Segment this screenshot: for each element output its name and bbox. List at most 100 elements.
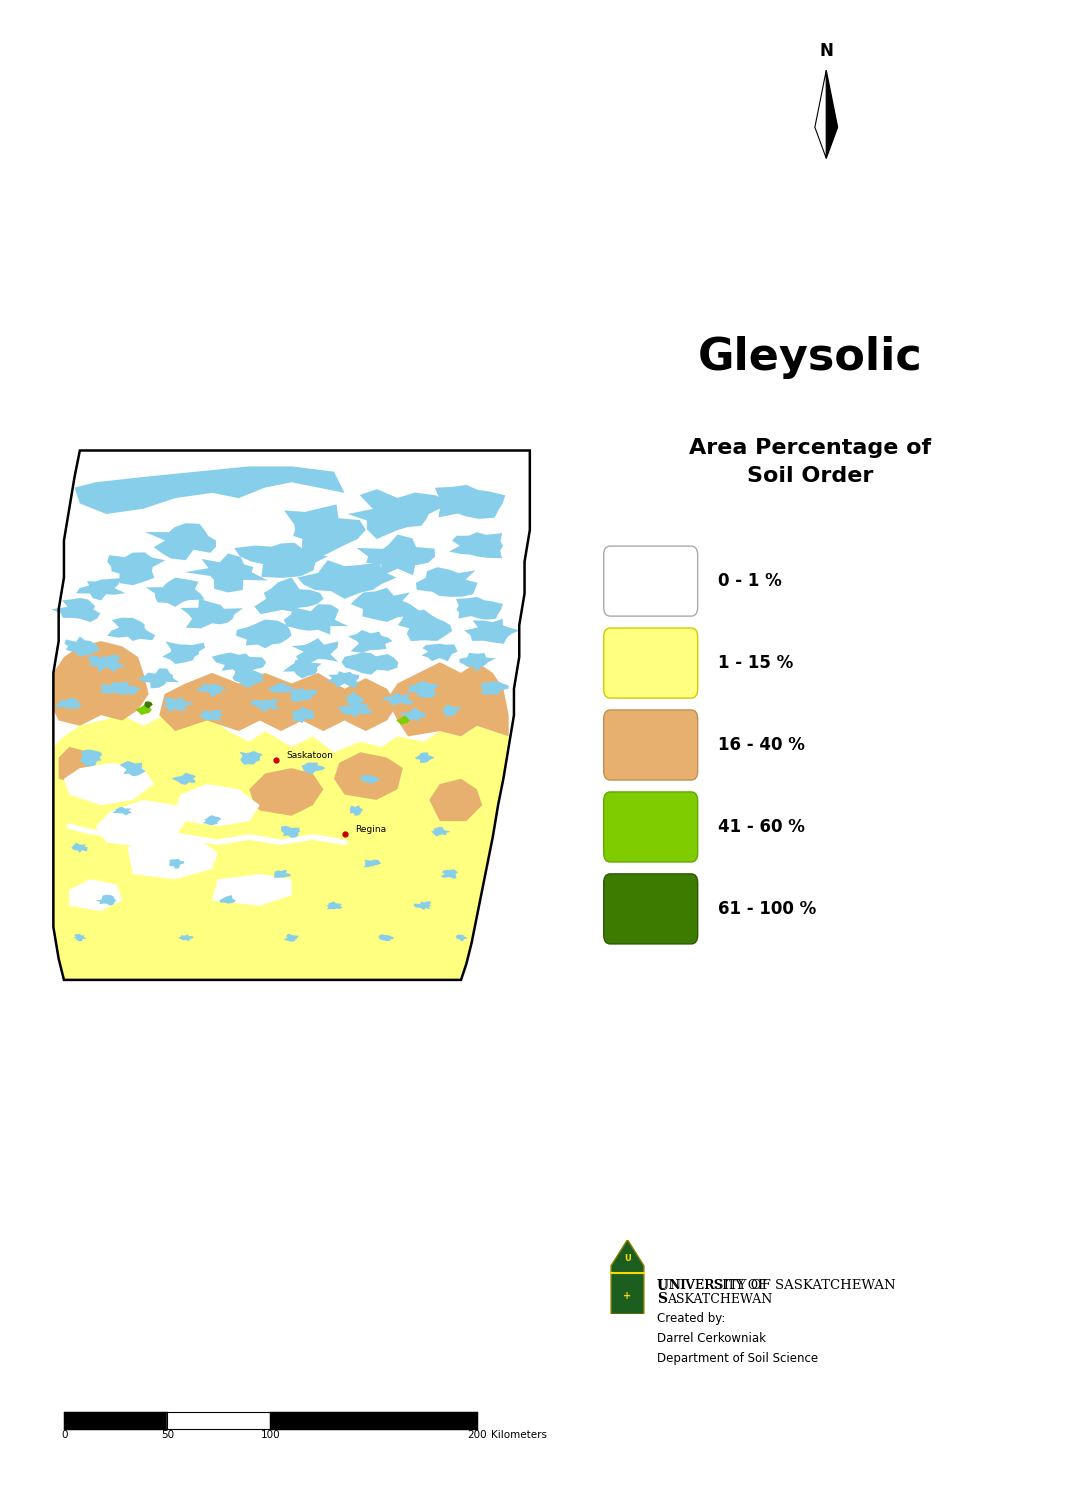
Polygon shape — [170, 858, 185, 869]
Polygon shape — [361, 775, 380, 784]
Polygon shape — [64, 763, 154, 805]
Polygon shape — [826, 70, 838, 158]
Polygon shape — [415, 752, 435, 763]
Polygon shape — [138, 669, 179, 688]
Polygon shape — [172, 773, 195, 785]
Text: 61 - 100 %: 61 - 100 % — [718, 900, 816, 918]
Polygon shape — [297, 560, 396, 599]
Polygon shape — [348, 630, 392, 653]
Text: Area Percentage of
Soil Order: Area Percentage of Soil Order — [689, 438, 931, 486]
Polygon shape — [145, 523, 216, 560]
Polygon shape — [400, 708, 426, 721]
Text: ASKATCHEWAN: ASKATCHEWAN — [667, 1293, 772, 1305]
Polygon shape — [815, 70, 826, 158]
Polygon shape — [421, 644, 458, 662]
Polygon shape — [268, 682, 293, 693]
Polygon shape — [339, 703, 372, 718]
Polygon shape — [284, 605, 349, 635]
Polygon shape — [75, 466, 345, 514]
Text: 200: 200 — [467, 1430, 486, 1441]
Polygon shape — [203, 815, 221, 825]
Polygon shape — [456, 934, 468, 942]
Polygon shape — [441, 869, 458, 879]
Text: Created by:
Darrel Cerkowniak
Department of Soil Science: Created by: Darrel Cerkowniak Department… — [657, 1311, 818, 1365]
Text: Kilometers: Kilometers — [491, 1430, 548, 1441]
Text: +: + — [623, 1290, 632, 1301]
Text: U: U — [624, 1253, 631, 1264]
Polygon shape — [71, 843, 87, 854]
Text: 41 - 60 %: 41 - 60 % — [718, 818, 805, 836]
Polygon shape — [431, 827, 450, 836]
Polygon shape — [381, 693, 415, 705]
Polygon shape — [341, 653, 399, 675]
Polygon shape — [288, 688, 318, 702]
Text: UNIVERSITY OF SASKATCHEWAN: UNIVERSITY OF SASKATCHEWAN — [657, 1280, 895, 1292]
Polygon shape — [96, 800, 186, 848]
Polygon shape — [237, 620, 292, 648]
Polygon shape — [326, 901, 342, 909]
Polygon shape — [212, 875, 292, 906]
Polygon shape — [146, 578, 205, 606]
Polygon shape — [87, 656, 125, 672]
Polygon shape — [212, 653, 266, 675]
Polygon shape — [251, 699, 280, 714]
Text: Saskatoon: Saskatoon — [286, 751, 334, 760]
Polygon shape — [199, 709, 225, 721]
Polygon shape — [107, 553, 165, 586]
Polygon shape — [481, 681, 509, 696]
Polygon shape — [99, 684, 121, 694]
Polygon shape — [53, 715, 509, 980]
Polygon shape — [348, 489, 451, 539]
Polygon shape — [443, 705, 462, 717]
Polygon shape — [136, 703, 152, 715]
Polygon shape — [284, 505, 366, 559]
Polygon shape — [414, 901, 432, 910]
Polygon shape — [76, 578, 125, 600]
Polygon shape — [459, 653, 496, 672]
Polygon shape — [407, 681, 440, 697]
Text: 50: 50 — [161, 1430, 174, 1441]
Polygon shape — [175, 784, 260, 827]
Text: 100: 100 — [260, 1430, 281, 1441]
Polygon shape — [53, 450, 530, 980]
Polygon shape — [79, 749, 103, 766]
Polygon shape — [396, 715, 409, 724]
Polygon shape — [387, 662, 509, 736]
Polygon shape — [119, 761, 146, 776]
Polygon shape — [429, 779, 482, 821]
Polygon shape — [283, 660, 322, 678]
Polygon shape — [178, 934, 193, 942]
Polygon shape — [416, 568, 477, 597]
Polygon shape — [162, 642, 205, 665]
Polygon shape — [301, 763, 325, 773]
Text: Gleysolic: Gleysolic — [698, 337, 922, 378]
Polygon shape — [291, 706, 315, 724]
Polygon shape — [65, 636, 99, 657]
Polygon shape — [292, 638, 338, 665]
Polygon shape — [274, 870, 291, 878]
Polygon shape — [435, 484, 505, 519]
Polygon shape — [449, 532, 503, 559]
Text: N: N — [820, 42, 833, 60]
Polygon shape — [240, 751, 262, 764]
Polygon shape — [96, 894, 117, 906]
Polygon shape — [249, 769, 323, 817]
Text: Regina: Regina — [355, 824, 387, 834]
Polygon shape — [112, 808, 132, 815]
Text: S: S — [657, 1292, 666, 1307]
Polygon shape — [464, 618, 519, 644]
Polygon shape — [198, 684, 228, 697]
Polygon shape — [73, 934, 86, 942]
Polygon shape — [284, 934, 299, 942]
Text: 1 - 15 %: 1 - 15 % — [718, 654, 794, 672]
Polygon shape — [163, 697, 193, 712]
Polygon shape — [254, 578, 324, 614]
Polygon shape — [456, 597, 503, 620]
Polygon shape — [127, 837, 217, 879]
Text: U: U — [657, 1278, 669, 1293]
Polygon shape — [379, 934, 394, 942]
Text: 0: 0 — [62, 1430, 68, 1441]
Polygon shape — [611, 1240, 644, 1314]
Polygon shape — [334, 752, 403, 800]
Polygon shape — [106, 681, 140, 694]
